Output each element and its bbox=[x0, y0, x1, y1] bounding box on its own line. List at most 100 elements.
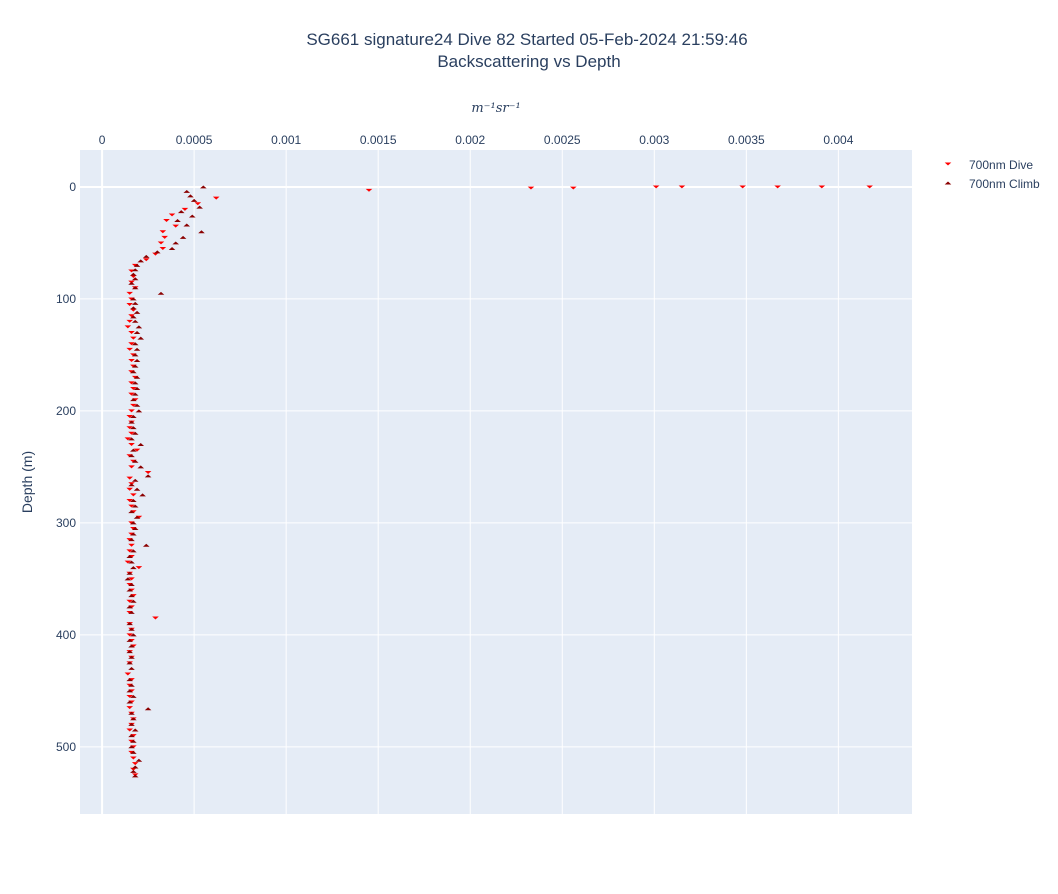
dive-point bbox=[126, 706, 133, 710]
climb-point bbox=[128, 510, 135, 514]
climb-point bbox=[130, 599, 137, 603]
dive-point bbox=[570, 186, 577, 190]
climb-point bbox=[130, 521, 137, 525]
dive-point bbox=[126, 291, 133, 295]
climb-point bbox=[128, 734, 135, 738]
y-tick-label: 0 bbox=[69, 180, 76, 194]
climb-point bbox=[130, 750, 137, 754]
dive-point bbox=[128, 381, 135, 385]
climb-point bbox=[130, 633, 137, 637]
climb-point bbox=[133, 515, 141, 519]
climb-point bbox=[131, 364, 139, 368]
dive-point bbox=[181, 207, 189, 211]
climb-point bbox=[133, 403, 141, 407]
climb-point bbox=[131, 268, 139, 272]
dive-point bbox=[126, 498, 133, 502]
dive-point bbox=[159, 247, 167, 251]
climb-point bbox=[131, 765, 139, 769]
climb-point bbox=[177, 210, 185, 214]
climb-point bbox=[133, 263, 141, 267]
climb-point bbox=[187, 194, 194, 198]
dive-point bbox=[126, 426, 133, 430]
dive-point bbox=[678, 185, 686, 189]
dive-point bbox=[126, 347, 133, 351]
climb-point bbox=[126, 638, 133, 642]
climb-point bbox=[130, 448, 137, 452]
dive-point bbox=[152, 616, 159, 620]
dive-point bbox=[818, 185, 826, 189]
climb-point bbox=[130, 739, 137, 743]
legend-item-climb[interactable]: 700nm Climb bbox=[944, 177, 1040, 191]
dive-point bbox=[172, 224, 180, 228]
dive-point bbox=[126, 633, 133, 637]
x-tick-label: 0.0035 bbox=[728, 133, 765, 147]
climb-point bbox=[172, 241, 180, 245]
x-tick-label: 0.004 bbox=[823, 133, 853, 147]
climb-point bbox=[128, 454, 135, 458]
x-tick-label: 0.0025 bbox=[544, 133, 581, 147]
dive-point bbox=[161, 235, 168, 239]
climb-point bbox=[128, 666, 135, 670]
climb-point bbox=[130, 398, 137, 402]
climb-point bbox=[128, 655, 135, 659]
y-tick-labels: 0 100 200 300 400 500 bbox=[56, 180, 76, 754]
series-climb bbox=[124, 185, 207, 778]
climb-point bbox=[133, 375, 141, 379]
climb-point bbox=[128, 560, 135, 564]
climb-point bbox=[144, 474, 152, 478]
dive-point bbox=[168, 213, 176, 217]
climb-point bbox=[128, 281, 135, 285]
dive-point bbox=[130, 308, 137, 312]
dive-point bbox=[128, 431, 135, 435]
dive-point bbox=[130, 403, 137, 407]
climb-point bbox=[130, 297, 137, 301]
climb-point bbox=[142, 543, 150, 547]
legend-marker-dive bbox=[944, 162, 952, 166]
legend-item-dive[interactable]: 700nm Dive bbox=[944, 158, 1034, 172]
climb-point bbox=[135, 758, 143, 762]
climb-point bbox=[128, 594, 135, 598]
climb-point bbox=[126, 554, 133, 558]
dive-point bbox=[128, 504, 135, 508]
climb-point bbox=[131, 526, 139, 530]
dive-point bbox=[131, 762, 139, 766]
climb-point bbox=[190, 198, 198, 202]
climb-point bbox=[154, 250, 161, 254]
legend-marker-climb bbox=[944, 181, 952, 185]
climb-point bbox=[131, 319, 139, 323]
dive-point bbox=[128, 331, 135, 335]
climb-point bbox=[130, 272, 137, 276]
dive-point bbox=[652, 185, 660, 189]
climb-point bbox=[124, 577, 132, 581]
climb-point bbox=[128, 745, 135, 749]
climb-point bbox=[174, 219, 181, 223]
data-points bbox=[124, 185, 873, 778]
climb-point bbox=[126, 571, 133, 575]
climb-point bbox=[128, 420, 135, 424]
chart-title-line-2: Backscattering vs Depth bbox=[437, 52, 620, 71]
dive-point bbox=[157, 241, 165, 245]
dive-point bbox=[124, 325, 132, 329]
y-tick-label: 100 bbox=[56, 292, 76, 306]
climb-point bbox=[130, 769, 137, 773]
dive-point bbox=[126, 476, 133, 480]
dive-point bbox=[159, 230, 167, 234]
climb-point bbox=[131, 277, 139, 281]
dive-point bbox=[152, 252, 159, 256]
climb-point bbox=[130, 370, 137, 374]
climb-point bbox=[126, 622, 133, 626]
plot-area[interactable] bbox=[80, 150, 912, 814]
dive-point bbox=[130, 336, 137, 340]
dive-point bbox=[130, 493, 137, 497]
dive-point bbox=[774, 185, 781, 189]
climb-point bbox=[131, 459, 139, 463]
dive-point bbox=[142, 258, 150, 262]
climb-point bbox=[179, 235, 187, 239]
x-tick-label: 0.001 bbox=[271, 133, 301, 147]
climb-point bbox=[131, 381, 139, 385]
climb-point bbox=[131, 774, 139, 778]
climb-point bbox=[131, 504, 139, 508]
climb-point bbox=[200, 185, 207, 189]
legend[interactable]: 700nm Dive 700nm Climb bbox=[944, 158, 1040, 191]
y-tick-label: 500 bbox=[56, 740, 76, 754]
